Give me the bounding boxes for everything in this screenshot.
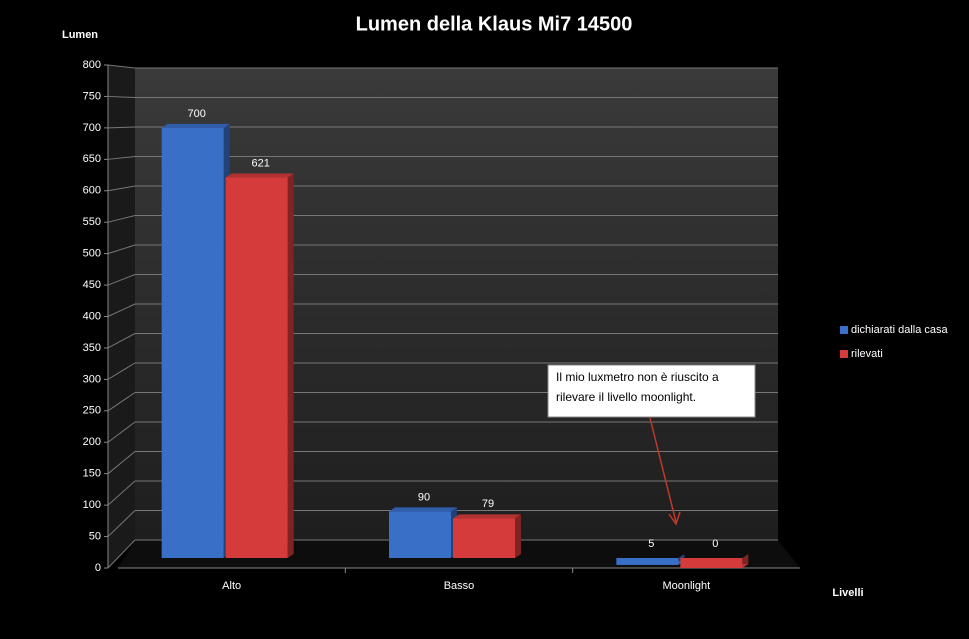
plot: 0501001502002503003504004505005506006507…: [83, 59, 949, 592]
grid-line: [107, 64, 136, 69]
y-tick-label: 650: [83, 153, 101, 165]
grid-line: [107, 539, 136, 569]
side-wall: [108, 65, 135, 568]
y-tick-label: 750: [83, 90, 101, 102]
legend-label: dichiarati dalla casa: [851, 324, 948, 336]
grid-line: [107, 215, 136, 223]
annotation-line: rilevare il livello moonlight.: [556, 390, 696, 404]
grid-line: [107, 274, 136, 286]
bar: [453, 518, 515, 558]
y-tick-label: 100: [83, 499, 101, 511]
data-label: 700: [187, 108, 205, 120]
annotation-arrow: [649, 417, 677, 523]
y-tick-label: 450: [83, 279, 101, 291]
y-tick-label: 0: [95, 562, 101, 574]
grid-line: [107, 510, 136, 537]
grid-line: [107, 303, 136, 317]
data-label: 5: [648, 538, 654, 550]
grid-line: [107, 480, 136, 506]
y-tick-label: 550: [83, 216, 101, 228]
grid-line: [107, 333, 136, 349]
chart-title: Lumen della Klaus Mi7 14500: [356, 13, 633, 35]
data-label: 90: [418, 491, 430, 503]
x-tick-label: Alto: [222, 580, 241, 592]
data-label: 79: [482, 498, 494, 510]
y-tick-label: 350: [83, 342, 101, 354]
annotation-line: Il mio luxmetro non è riuscito a: [556, 370, 719, 384]
bar-top: [453, 514, 521, 519]
y-tick-label: 200: [83, 436, 101, 448]
y-tick-label: 500: [83, 248, 101, 260]
y-tick-label: 700: [83, 122, 101, 134]
x-tick-label: Moonlight: [662, 580, 710, 592]
x-tick-label: Basso: [444, 580, 475, 592]
y-tick-label: 300: [83, 373, 101, 385]
data-label: 621: [251, 157, 269, 169]
x-axis-title: Livelli: [832, 587, 863, 599]
y-tick-label: 50: [89, 530, 101, 542]
grid-line: [107, 126, 136, 129]
bar: [616, 558, 679, 565]
bar-side: [515, 514, 521, 558]
y-tick-label: 600: [83, 185, 101, 197]
y-tick-label: 150: [83, 468, 101, 480]
annotation-arrowhead: [668, 511, 681, 526]
grid-line: [107, 392, 136, 412]
bar: [225, 177, 288, 558]
y-tick-label: 250: [83, 405, 101, 417]
y-axis-title: Lumen: [62, 29, 98, 41]
legend-swatch: [840, 326, 848, 334]
bar-top: [161, 123, 230, 128]
legend-swatch: [840, 350, 848, 358]
y-tick-label: 800: [83, 59, 101, 71]
bar: [389, 511, 451, 558]
annotation-box: [547, 364, 756, 418]
grid-line: [107, 451, 136, 475]
bar-top: [389, 507, 457, 512]
grid-line: [107, 362, 136, 380]
data-label: 0: [712, 538, 718, 550]
bar: [680, 558, 743, 568]
grid-line: [107, 185, 136, 192]
bar-top: [225, 173, 294, 178]
y-tick-label: 400: [83, 310, 101, 322]
legend-label: rilevati: [851, 348, 883, 360]
grid-line: [107, 244, 136, 255]
bar-side: [287, 173, 294, 558]
bar: [161, 127, 224, 558]
grid-line: [107, 156, 136, 160]
grid-line: [107, 421, 136, 443]
grid-line: [107, 95, 136, 98]
